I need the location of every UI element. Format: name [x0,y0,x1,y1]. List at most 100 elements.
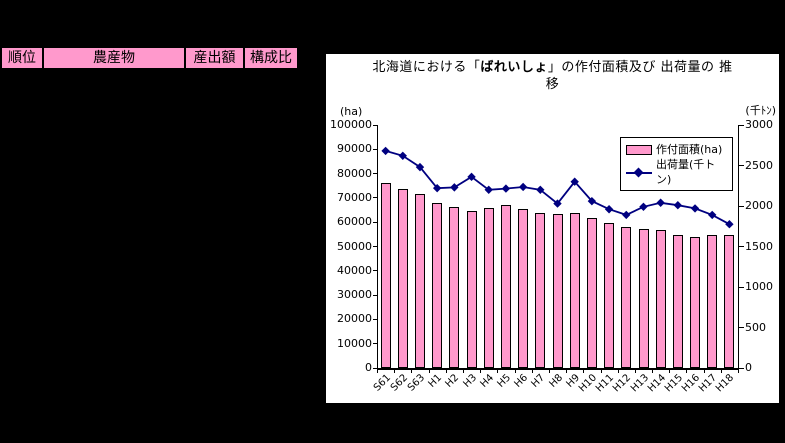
right-axis-label-2000: 2000 [745,199,773,212]
left-axis-label-10000: 10000 [337,336,372,350]
left-tick-100000 [373,124,377,126]
legend-line-diamond-icon [633,167,644,177]
left-tick-80000 [373,173,377,175]
diamond-marker-H5 [501,184,511,193]
right-axis-unit: (千ﾄﾝ) [745,104,776,117]
x-tick-6 [480,370,482,373]
ranking-table-header: 順位 農産物 産出額 構成比 [0,46,299,70]
right-axis-label-2500: 2500 [745,158,773,172]
bar-H11 [604,222,615,368]
diamond-marker-H2 [450,183,459,192]
right-tick-1000 [739,286,744,288]
diamond-marker-H16 [690,204,700,213]
right-tick-1500 [739,246,744,247]
x-tick-2 [411,370,413,373]
diamond-marker-H4 [484,185,493,194]
legend: 作付面積(ha) 出荷量(千トン) [620,137,733,191]
left-axis-label-70000: 70000 [337,190,372,204]
diamond-marker-H6 [518,182,528,192]
bar-H5 [500,204,511,368]
header-cell-product: 農産物 [44,48,186,68]
x-tick-21 [738,370,739,373]
legend-key-line [626,167,652,178]
bar-H9 [569,213,580,368]
bar-S62 [397,189,408,368]
bar-H1 [432,203,443,368]
left-tick-40000 [373,270,377,272]
diamond-marker-S62 [398,151,407,160]
bar-H13 [638,228,649,368]
x-tick-10 [548,370,550,373]
legend-item-planted-area: 作付面積(ha) [626,142,729,157]
bar-H14 [655,229,666,368]
diamond-marker-H13 [639,202,648,212]
left-axis-label-80000: 80000 [337,166,372,180]
x-tick-20 [720,370,722,373]
chart-title-prefix: 北海道における「 [372,60,481,75]
legend-bar-swatch [626,145,652,155]
x-tick-3 [428,370,430,373]
bar-H17 [707,235,718,368]
header-cell-composition-ratio: 構成比 [245,48,297,68]
x-tick-11 [566,370,568,373]
header-cell-rank: 順位 [2,48,44,68]
right-axis-label-1000: 1000 [745,280,773,293]
bar-H2 [449,206,460,368]
diamond-marker-H14 [656,198,665,207]
x-tick-17 [669,370,671,373]
potato-chart: 北海道における「ばれいしょ」の作付面積及び 出荷量の 推 移 (ha) (千ﾄﾝ… [326,54,779,403]
right-tick-2000 [739,205,744,207]
x-axis-line [377,368,739,370]
left-axis-label-90000: 90000 [337,142,372,156]
right-tick-500 [739,327,744,328]
left-axis-line [377,125,378,368]
x-tick-18 [686,370,688,373]
left-axis-label-100000: 100000 [330,118,372,131]
bar-H4 [483,207,494,368]
legend-item-shipment: 出荷量(千トン) [626,157,729,187]
x-tick-16 [652,370,653,373]
diamond-marker-H1 [432,183,442,193]
left-tick-90000 [373,148,377,150]
left-tick-0 [373,367,377,369]
left-axis-unit: (ha) [340,105,363,118]
legend-label-shipment: 出荷量(千トン) [656,158,716,186]
bar-H8 [552,214,563,368]
diamond-marker-H11 [604,205,614,214]
legend-key-bar [626,144,652,155]
right-axis-label-0: 0 [745,361,752,374]
bar-H12 [621,226,632,368]
x-tick-19 [703,370,705,373]
shipment-line-series [381,146,734,229]
bar-H15 [672,235,683,368]
header-cell-output-value: 産出額 [186,48,245,68]
left-axis-label-0: 0 [365,361,372,374]
x-tick-15 [634,370,636,373]
plot-area [377,125,738,368]
right-axis-line [738,125,739,368]
right-axis-label-1500: 1500 [745,239,773,253]
diamond-marker-H12 [622,210,631,220]
right-axis-label-3000: 3000 [745,118,773,131]
left-tick-30000 [373,294,377,296]
bar-H16 [690,236,700,368]
diamond-marker-S61 [381,146,390,156]
chart-title: 北海道における「ばれいしょ」の作付面積及び 出荷量の 推 移 [326,59,779,93]
x-tick-12 [583,370,585,373]
x-tick-9 [531,370,533,373]
diamond-marker-H17 [708,210,717,220]
x-tick-4 [445,370,447,373]
bar-H18 [724,235,735,368]
x-tick-13 [600,370,602,373]
chart-title-emphasis: ばれいしょ [480,60,548,75]
diamond-marker-S63 [415,162,425,172]
left-axis-label-50000: 50000 [337,239,372,253]
chart-title-suffix: 」の作付面積及び 出荷量の 推 [547,60,733,75]
legend-label-planted-area: 作付面積(ha) [656,143,723,156]
right-axis-label-500: 500 [745,320,766,334]
x-tick-7 [497,370,499,373]
left-tick-60000 [373,221,377,223]
x-tick-8 [514,370,516,373]
left-tick-20000 [373,318,377,320]
